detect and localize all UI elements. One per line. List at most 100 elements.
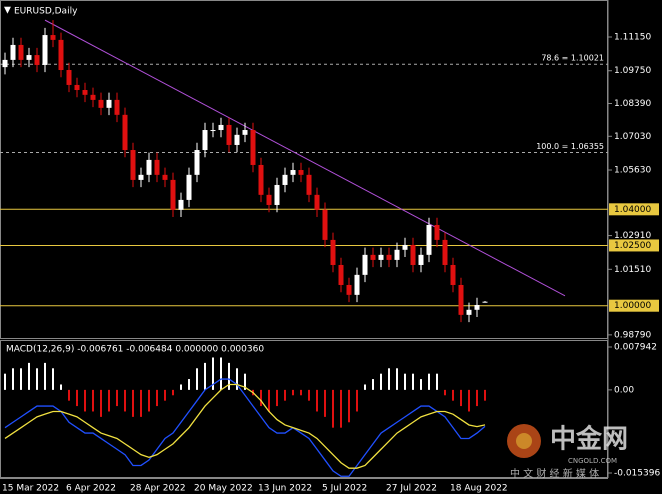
candle-body bbox=[474, 304, 480, 310]
histogram-bar bbox=[124, 389, 126, 412]
candle-body bbox=[450, 264, 456, 285]
histogram-bar bbox=[44, 362, 46, 390]
histogram-bar bbox=[292, 389, 294, 396]
candle-body bbox=[394, 249, 400, 260]
histogram-bar bbox=[196, 368, 198, 390]
watermark-title: 中金网 bbox=[550, 424, 628, 455]
candle-body bbox=[218, 124, 224, 131]
candle-body bbox=[10, 44, 16, 60]
y-tick-label: 1.02910 bbox=[614, 231, 651, 241]
candle-body bbox=[338, 264, 344, 285]
histogram-bar bbox=[180, 384, 182, 390]
histogram-bar bbox=[36, 368, 38, 390]
signal-line bbox=[4, 383, 486, 469]
candle-body bbox=[466, 309, 472, 315]
histogram-bar bbox=[4, 373, 6, 390]
histogram-bar bbox=[308, 389, 310, 401]
histogram-bar bbox=[228, 362, 230, 390]
candle-body bbox=[346, 284, 352, 295]
candle-body bbox=[290, 170, 296, 175]
chart-title: EURUSD,Daily bbox=[14, 7, 78, 17]
x-tick-label: 20 May 2022 bbox=[194, 484, 253, 494]
histogram-bar bbox=[300, 389, 302, 396]
candle-body bbox=[154, 159, 160, 175]
candle-body bbox=[242, 130, 248, 135]
histogram-bar bbox=[12, 368, 14, 390]
trendline bbox=[44, 19, 566, 297]
candle-body bbox=[2, 59, 8, 68]
histogram-bar bbox=[60, 384, 62, 390]
histogram-bar bbox=[404, 373, 406, 390]
y-tick-label: 1.08390 bbox=[614, 99, 651, 109]
histogram-bar bbox=[468, 389, 470, 412]
candle-body bbox=[202, 130, 208, 151]
histogram-bar bbox=[244, 373, 246, 390]
histogram-bar bbox=[204, 362, 206, 390]
histogram-bar bbox=[364, 384, 366, 390]
candle-body bbox=[66, 70, 72, 85]
price-label-bg bbox=[609, 239, 659, 252]
y-tick-label: 1.07030 bbox=[614, 132, 651, 142]
candle-body bbox=[386, 254, 392, 260]
histogram-bar bbox=[100, 389, 102, 417]
histogram-bar bbox=[452, 389, 454, 401]
candle-body bbox=[426, 224, 432, 255]
y-tick-label: 1.01510 bbox=[614, 265, 651, 275]
candle-body bbox=[314, 194, 320, 210]
candle-body bbox=[90, 94, 96, 100]
y-tick-label: 1.09750 bbox=[614, 66, 651, 76]
candle-body bbox=[122, 114, 128, 151]
watermark: 中金网 CNGOLD.COM 中 文 财 经 新 媒 体 bbox=[507, 424, 628, 480]
x-tick-label: 28 Apr 2022 bbox=[130, 484, 186, 494]
histogram-bar bbox=[28, 362, 30, 390]
histogram-bar bbox=[348, 389, 350, 423]
candle-body bbox=[170, 179, 176, 210]
candle-body bbox=[458, 284, 464, 315]
histogram-bar bbox=[324, 389, 326, 417]
histogram-bar bbox=[316, 389, 318, 412]
candle-body bbox=[410, 244, 416, 265]
candle-body bbox=[146, 159, 152, 175]
histogram-bar bbox=[236, 368, 238, 390]
macd-title: MACD(12,26,9) -0.006761 -0.006484 0.0000… bbox=[6, 345, 264, 355]
y-tick-label: 1.11150 bbox=[614, 32, 651, 42]
macd-line bbox=[4, 378, 486, 477]
histogram-bar bbox=[380, 373, 382, 390]
histogram-bar bbox=[92, 389, 94, 412]
price-label-bg bbox=[609, 299, 659, 312]
candle-body bbox=[282, 174, 288, 185]
x-tick-label: 13 Jun 2022 bbox=[258, 484, 312, 494]
histogram-bar bbox=[428, 373, 430, 390]
histogram-bar bbox=[52, 368, 54, 390]
candle-body bbox=[162, 174, 168, 180]
candle-body bbox=[442, 239, 448, 265]
histogram-bar bbox=[68, 389, 70, 401]
histogram-bar bbox=[436, 373, 438, 390]
candle-body bbox=[482, 301, 488, 303]
y-tick-label: 0.98790 bbox=[614, 330, 651, 340]
histogram-bar bbox=[172, 389, 174, 396]
histogram-bar bbox=[156, 389, 158, 407]
candle-body bbox=[138, 174, 144, 180]
histogram-bar bbox=[332, 389, 334, 428]
candle-body bbox=[74, 84, 80, 91]
histogram-bar bbox=[132, 389, 134, 417]
candle-body bbox=[330, 239, 336, 265]
histogram-bar bbox=[476, 389, 478, 407]
candle-body bbox=[98, 99, 104, 108]
histogram-bar bbox=[212, 357, 214, 390]
candle-body bbox=[58, 39, 64, 71]
y-tick-label: 1.05630 bbox=[614, 166, 651, 176]
price-label: 1.04000 bbox=[614, 205, 651, 215]
candle-body bbox=[18, 44, 24, 60]
histogram-bar bbox=[116, 389, 118, 407]
candle-body bbox=[130, 150, 136, 180]
histogram-bar bbox=[356, 389, 358, 412]
price-label: 1.00000 bbox=[614, 301, 651, 311]
histogram-bar bbox=[20, 368, 22, 390]
menu-arrow: ▼ bbox=[4, 6, 11, 16]
candle-body bbox=[34, 55, 40, 65]
x-tick-label: 6 Apr 2022 bbox=[66, 484, 116, 494]
candle-body bbox=[42, 35, 48, 65]
